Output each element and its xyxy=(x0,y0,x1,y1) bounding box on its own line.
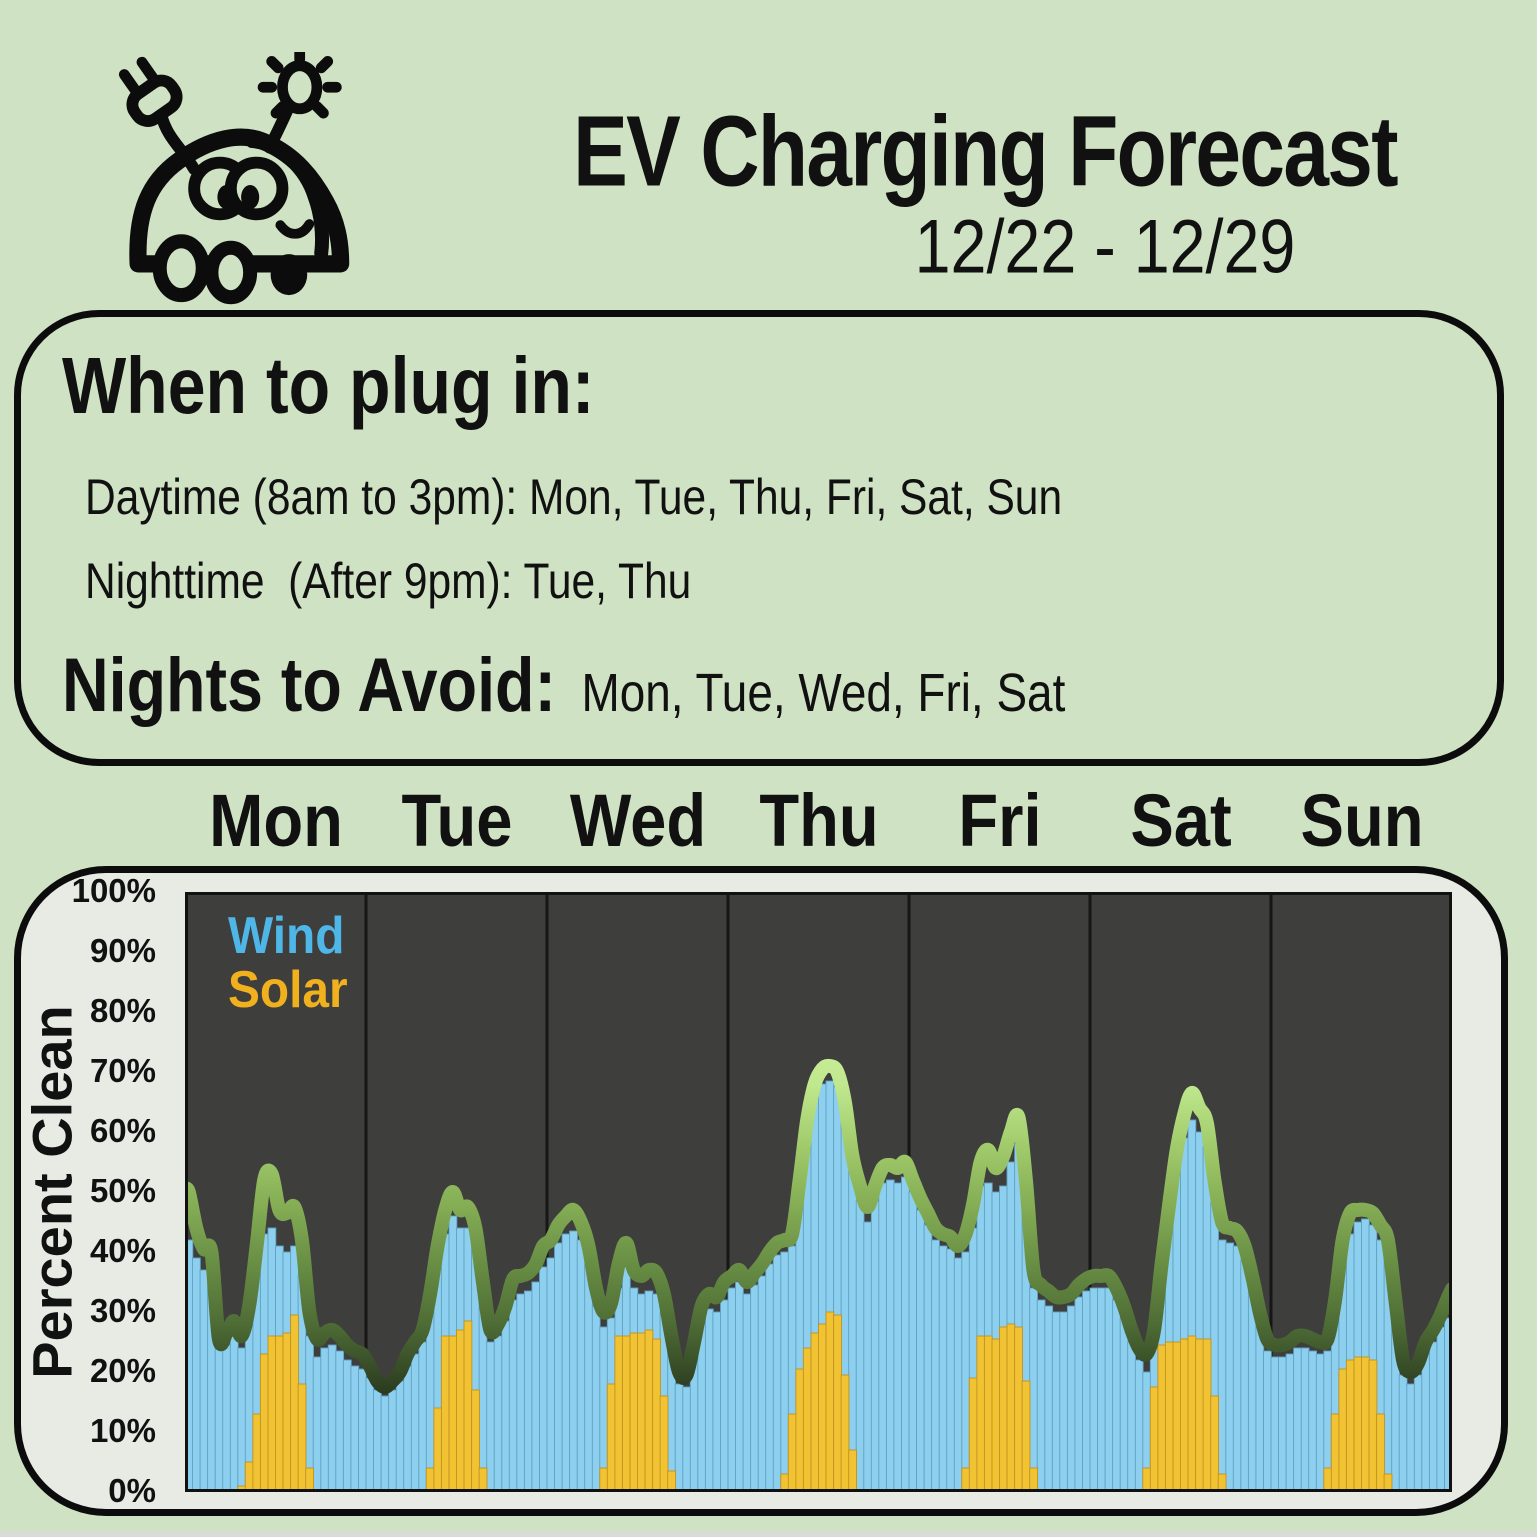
car-eyes xyxy=(188,156,289,221)
solar-bars xyxy=(237,1311,1393,1492)
total-clean-line xyxy=(185,1058,1452,1394)
day-label-tue: Tue xyxy=(401,779,512,862)
car-front-line xyxy=(245,134,330,261)
plug-cord xyxy=(155,111,201,175)
y-tick-90: 90% xyxy=(89,932,156,969)
nighttime-recommendation: Nighttime (After 9pm): Tue, Thu xyxy=(85,553,692,609)
info-heading: When to plug in: xyxy=(62,341,595,430)
day-label-sat: Sat xyxy=(1129,779,1232,862)
y-tick-50: 50% xyxy=(89,1172,156,1209)
plug-icon xyxy=(118,56,183,127)
y-tick-70: 70% xyxy=(89,1052,156,1089)
bottom-edge-strip xyxy=(0,1531,1537,1537)
y-tick-20: 20% xyxy=(89,1352,156,1389)
car-wheels xyxy=(152,234,308,305)
ev-car-icon xyxy=(118,52,350,305)
clean-energy-chart xyxy=(185,892,1452,1492)
nights-to-avoid-line: Nights to Avoid: Mon, Tue, Wed, Fri, Sat xyxy=(62,642,1065,729)
sun-icon xyxy=(257,52,342,119)
day-label-thu: Thu xyxy=(758,779,879,862)
daytime-recommendation: Daytime (8am to 3pm): Mon, Tue, Thu, Fri… xyxy=(85,469,1063,525)
nights-to-avoid-label: Nights to Avoid: xyxy=(62,643,556,728)
date-range: 12/22 - 12/29 xyxy=(914,204,1296,290)
y-tick-10: 10% xyxy=(89,1412,156,1449)
y-tick-40: 40% xyxy=(89,1232,156,1269)
y-tick-30: 30% xyxy=(89,1292,156,1329)
car-smile xyxy=(275,219,315,239)
y-tick-80: 80% xyxy=(89,992,156,1029)
y-tick-100: 100% xyxy=(71,872,156,909)
day-label-fri: Fri xyxy=(957,779,1042,862)
page-title: EV Charging Forecast xyxy=(573,95,1398,208)
y-tick-0: 0% xyxy=(108,1472,156,1509)
nights-to-avoid-days: Mon, Tue, Wed, Fri, Sat xyxy=(555,663,1066,723)
day-label-wed: Wed xyxy=(569,779,706,862)
legend-solar: Solar xyxy=(228,961,348,1019)
day-label-mon: Mon xyxy=(208,779,343,862)
day-label-sun: Sun xyxy=(1300,779,1423,862)
plot-area xyxy=(185,892,1452,1492)
legend-wind: Wind xyxy=(228,907,345,965)
y-tick-60: 60% xyxy=(89,1112,156,1149)
when-to-plug-in-box xyxy=(14,310,1504,766)
